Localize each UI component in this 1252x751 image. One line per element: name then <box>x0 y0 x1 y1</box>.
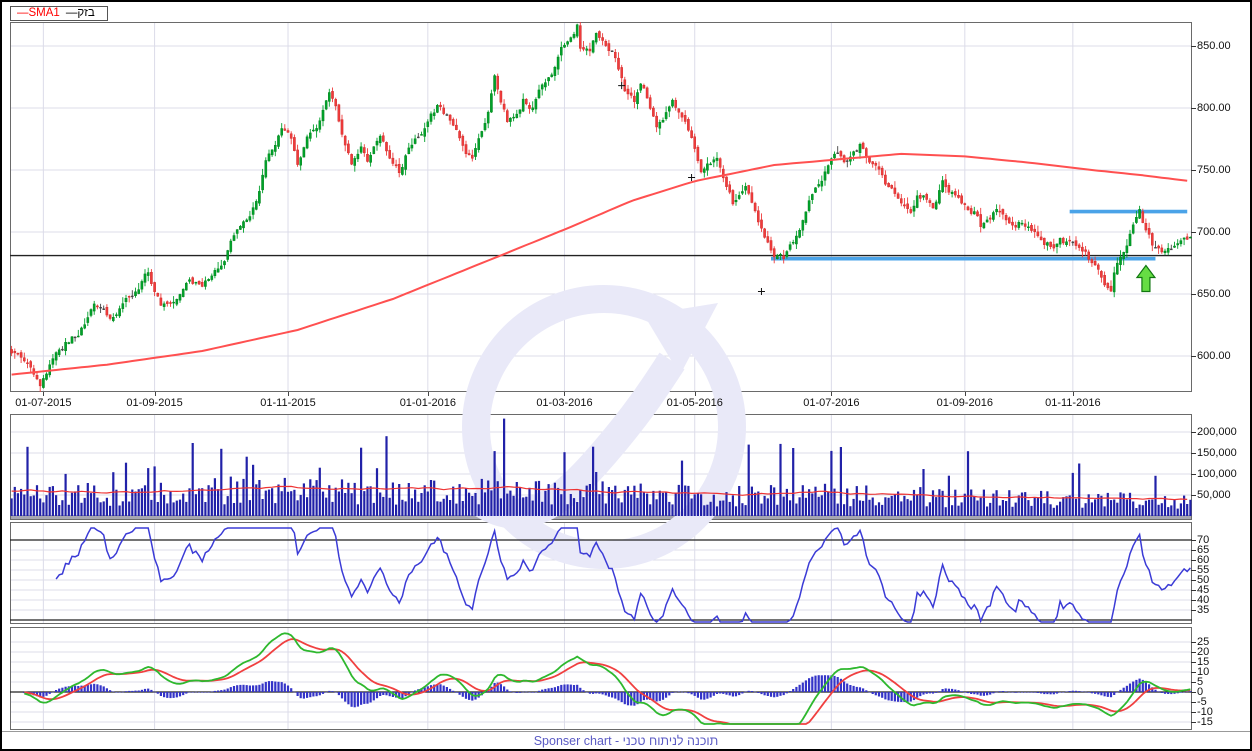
price-axis-label: 750.00 <box>1191 164 1231 176</box>
legend-item-symbol: —בזק <box>66 7 95 19</box>
x-axis-tick-label: 01-07-2015 <box>15 397 72 409</box>
macd-axis-label: 15 <box>1191 656 1209 668</box>
macd-chart[interactable] <box>10 627 1192 730</box>
x-axis-tick-mark <box>43 392 45 396</box>
macd-axis-label: 0 <box>1191 686 1203 698</box>
candles <box>10 22 1192 392</box>
macd-axis-label: -10 <box>1191 706 1213 718</box>
macd-panel-grid <box>10 627 1192 730</box>
event-cross-marker <box>688 173 696 181</box>
legend-symbol-label: בזק <box>77 7 95 19</box>
x-axis-tick-label: 01-05-2016 <box>666 397 723 409</box>
rsi-axis-label: 60 <box>1191 554 1209 566</box>
volume-axis-label: 50,000 <box>1191 489 1231 501</box>
rsi-axis-label: 65 <box>1191 544 1209 556</box>
price-axis-label: 800.00 <box>1191 102 1231 114</box>
x-axis-tick-mark <box>288 392 290 396</box>
volume-chart[interactable] <box>10 414 1192 520</box>
rsi-chart[interactable] <box>10 522 1192 624</box>
price-axis-label: 850.00 <box>1191 40 1231 52</box>
x-axis-tick-mark <box>964 392 966 396</box>
macd-signal-line <box>24 638 1191 725</box>
sma1-line <box>11 152 1188 376</box>
price-axis-label: 600.00 <box>1191 350 1231 362</box>
price-axis-label: 700.00 <box>1191 226 1231 238</box>
macd-axis-label: 25 <box>1191 636 1209 648</box>
rsi-axis-label: 50 <box>1191 574 1209 586</box>
x-axis-tick-label: 01-09-2015 <box>126 397 183 409</box>
legend-item-sma1: —SMA1 <box>17 7 60 19</box>
x-axis-tick-mark <box>1072 392 1074 396</box>
price-candlestick-chart[interactable] <box>10 22 1192 392</box>
sma1-line-swatch: — <box>17 7 29 19</box>
x-axis-tick-label: 01-09-2016 <box>936 397 993 409</box>
chart-legend[interactable]: —SMA1 —בזק <box>10 6 108 21</box>
macd-axis-label: 5 <box>1191 676 1203 688</box>
rsi-axis-label: 35 <box>1191 604 1209 616</box>
volume-bars <box>10 418 1192 516</box>
macd-axis-label: -5 <box>1191 696 1207 708</box>
x-axis-tick-mark <box>427 392 429 396</box>
x-axis-tick-mark <box>154 392 156 396</box>
macd-axis-label: 10 <box>1191 666 1209 678</box>
sponser-chart-link[interactable]: Sponser chart - תוכנה לניתוח טכני <box>533 734 719 748</box>
event-cross-marker <box>757 288 765 296</box>
symbol-line-swatch: — <box>65 7 78 19</box>
rsi-axis-label: 40 <box>1191 594 1209 606</box>
event-cross-marker <box>618 82 626 90</box>
rsi-line <box>55 527 1191 624</box>
legend-sma1-label: SMA1 <box>28 7 60 19</box>
rsi-axis-label: 70 <box>1191 534 1209 546</box>
macd-line <box>24 632 1191 725</box>
x-axis-tick-label: 01-03-2016 <box>536 397 593 409</box>
x-axis-tick-mark <box>564 392 566 396</box>
x-axis-tick-label: 01-01-2016 <box>399 397 456 409</box>
rsi-axis-label: 45 <box>1191 584 1209 596</box>
x-axis-tick-mark <box>694 392 696 396</box>
volume-axis-label: 100,000 <box>1191 468 1237 480</box>
x-axis-tick-label: 01-11-2016 <box>1045 397 1101 409</box>
rsi-axis-label: 55 <box>1191 564 1209 576</box>
macd-axis-label: 20 <box>1191 646 1209 658</box>
footer-bar: Sponser chart - תוכנה לניתוח טכני <box>2 731 1250 749</box>
volume-axis-label: 200,000 <box>1191 426 1237 438</box>
x-axis-tick-label: 01-07-2016 <box>803 397 860 409</box>
up-arrow-annotation <box>1135 264 1157 293</box>
volume-axis-label: 150,000 <box>1191 447 1237 459</box>
x-axis-tick-mark <box>831 392 833 396</box>
x-axis-tick-label: 01-11-2015 <box>260 397 316 409</box>
price-axis-label: 650.00 <box>1191 288 1231 300</box>
macd-axis-label: -15 <box>1191 716 1213 728</box>
